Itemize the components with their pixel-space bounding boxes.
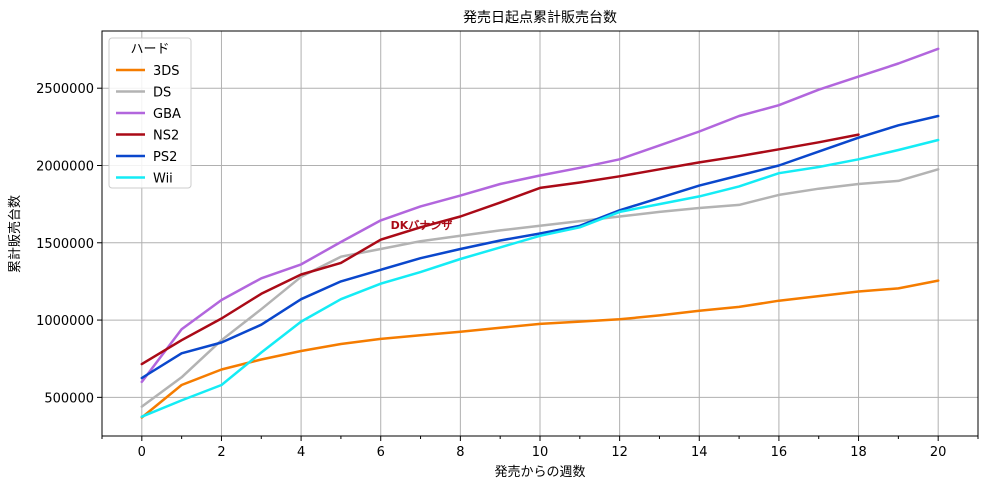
legend-title: ハード: [130, 42, 169, 57]
y-axis: 500000 1000000 1500000 2000000 2500000: [36, 82, 102, 406]
y-tick-label-3: 2000000: [36, 159, 94, 174]
legend-label-ps2: PS2: [153, 150, 177, 165]
series-layer: [140, 47, 940, 419]
legend-label-3ds: 3DS: [153, 64, 180, 79]
grid: [102, 31, 978, 436]
x-tick-label-7: 14: [691, 445, 708, 460]
y-tick-label-0: 500000: [44, 391, 94, 406]
legend-label-ds: DS: [153, 86, 171, 101]
legend-label-gba: GBA: [153, 107, 181, 122]
legend[interactable]: ハード 3DS DS GBA NS2 PS2 Wii: [108, 37, 192, 189]
series-line-ns2: [140, 133, 860, 366]
x-tick-label-6: 12: [611, 445, 628, 460]
x-tick-label-0: 0: [138, 445, 146, 460]
x-tick-label-5: 10: [532, 445, 549, 460]
legend-box: [108, 37, 192, 189]
series-line-ps2: [140, 114, 940, 380]
x-tick-label-4: 8: [456, 445, 464, 460]
x-tick-label-2: 4: [297, 445, 305, 460]
x-tick-label-3: 6: [377, 445, 385, 460]
x-axis: 0 2 4 6 8 10 12 14 16 18 20: [101, 436, 979, 460]
x-tick-label-1: 2: [217, 445, 225, 460]
series-line-gba: [140, 47, 940, 384]
chart-title: 発売日起点累計販売台数: [463, 10, 617, 26]
y-tick-label-1: 1000000: [36, 314, 94, 329]
x-tick-label-9: 18: [850, 445, 867, 460]
series-line-3ds: [140, 279, 940, 419]
legend-items: 3DS DS GBA NS2 PS2 Wii: [116, 64, 181, 187]
y-tick-label-4: 2500000: [36, 82, 94, 97]
y-axis-title: 累計販売台数: [7, 195, 23, 273]
legend-label-wii: Wii: [153, 172, 173, 187]
legend-label-ns2: NS2: [153, 129, 179, 144]
series-line-wii: [140, 138, 940, 418]
x-tick-label-10: 20: [930, 445, 947, 460]
y-tick-label-2: 1500000: [36, 237, 94, 252]
x-axis-title: 発売からの週数: [494, 464, 585, 480]
annotation-0: DKバナンザ: [391, 219, 453, 232]
series-line-ds: [140, 168, 940, 408]
annotations: DKバナンザ: [391, 219, 453, 232]
x-tick-label-8: 16: [771, 445, 788, 460]
